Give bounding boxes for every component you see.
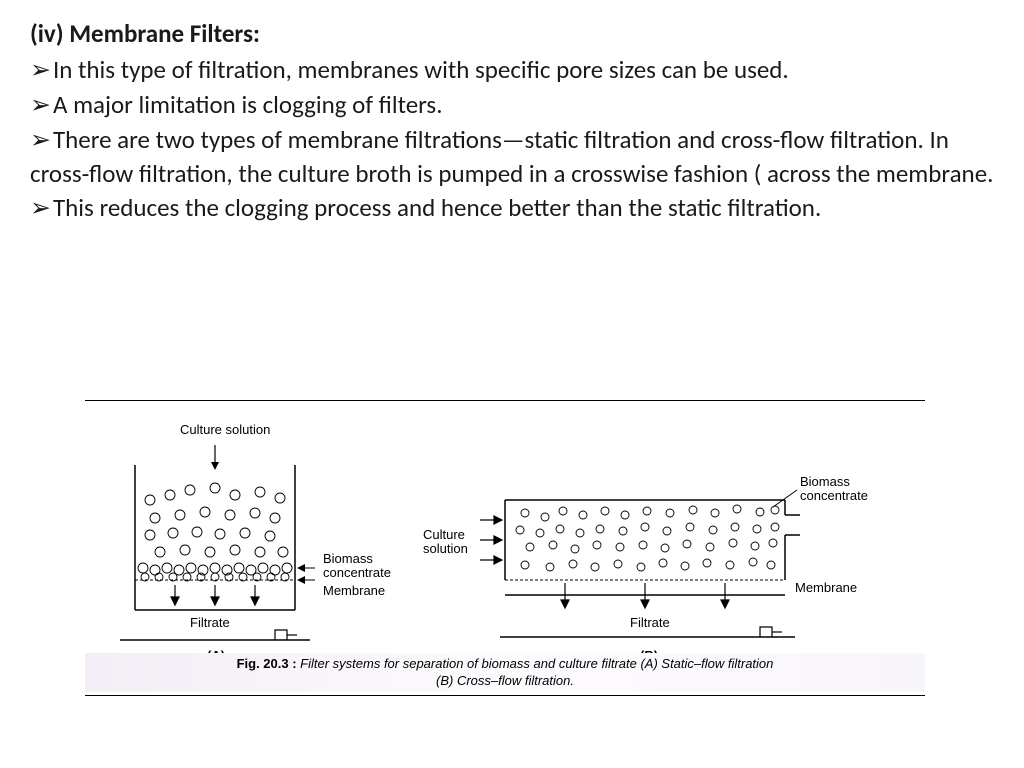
label-culture-b: Culture solution [423,528,478,557]
bullet-item: ➢A major limitation is clogging of filte… [30,88,994,123]
bullet-item: ➢This reduces the clogging process and h… [30,191,994,226]
label-biomass-a: Biomass concentrate [323,552,403,581]
label-culture-a: Culture solution [180,422,270,437]
figure-top-rule [85,400,925,401]
caption-text-1: Filter systems for separation of biomass… [297,656,774,671]
label-biomass-b: Biomass concentrate [800,475,880,504]
bullet-glyph: ➢ [30,56,51,84]
figure-container: Culture solution Biomass concentrate Mem… [85,400,925,710]
bullet-text: This reduces the clogging process and he… [53,192,821,223]
bullet-text: In this type of filtration, membranes wi… [53,54,789,85]
label-membrane-b: Membrane [795,580,857,595]
bullet-glyph: ➢ [30,126,51,154]
bullet-text: There are two types of membrane filtrati… [30,124,993,190]
label-membrane-a: Membrane [323,583,385,598]
bullet-glyph: ➢ [30,91,51,119]
figure-caption: Fig. 20.3 : Filter systems for separatio… [85,653,925,692]
caption-text-2: (B) Cross–flow filtration. [436,673,574,688]
bullet-item: ➢In this type of filtration, membranes w… [30,53,994,88]
section-heading: (iv) Membrane Filters: [30,18,994,49]
caption-fignum: Fig. 20.3 : [237,656,297,671]
bullet-item: ➢There are two types of membrane filtrat… [30,123,994,192]
label-filtrate-a: Filtrate [190,615,230,630]
label-filtrate-b: Filtrate [630,615,670,630]
figure-bottom-rule [85,695,925,696]
bullet-text: A major limitation is clogging of filter… [53,89,443,120]
bullet-glyph: ➢ [30,194,51,222]
